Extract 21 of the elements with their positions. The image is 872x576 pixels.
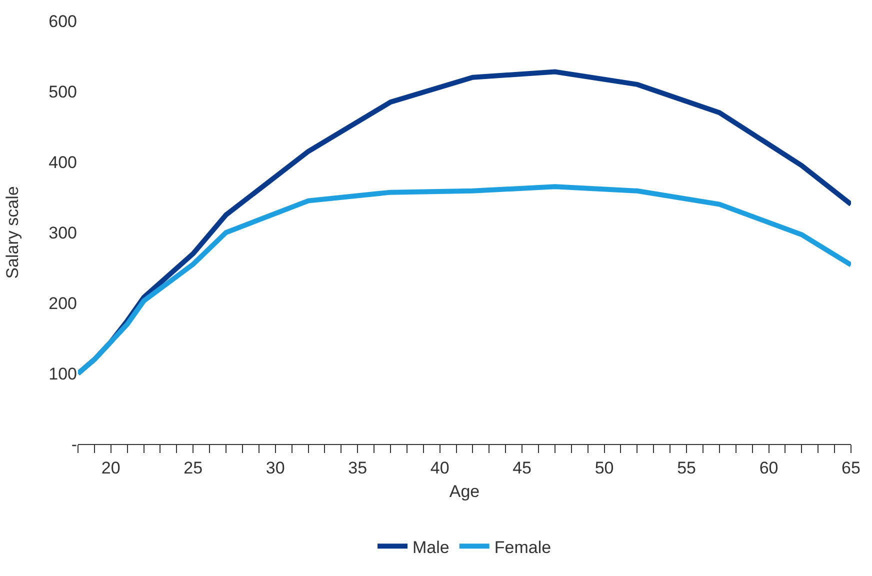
y-tick-label: 400	[48, 152, 77, 172]
legend-label: Female	[494, 538, 552, 557]
x-tick-label: 40	[430, 458, 450, 478]
y-tick-label: 100	[48, 364, 77, 384]
y-tick-label: 300	[48, 223, 77, 242]
x-tick-label: 60	[759, 458, 778, 478]
y-tick-label: -	[71, 434, 77, 454]
x-axis-title: Age	[449, 482, 480, 501]
y-tick-label: 200	[48, 294, 77, 313]
x-tick-label: 35	[348, 458, 368, 478]
x-tick-label: 55	[677, 458, 696, 478]
x-tick-label: 65	[842, 458, 860, 478]
y-tick-label: 500	[48, 82, 77, 102]
x-tick-label: 25	[184, 458, 203, 478]
x-tick-label: 50	[594, 458, 614, 478]
x-tick-label: 30	[266, 458, 285, 478]
x-tick-label: 45	[512, 458, 532, 478]
legend-label: Male	[412, 538, 450, 557]
y-axis-title: Salary scale	[3, 186, 22, 279]
x-tick-label: 20	[101, 458, 120, 478]
y-tick-label: 600	[48, 12, 77, 31]
